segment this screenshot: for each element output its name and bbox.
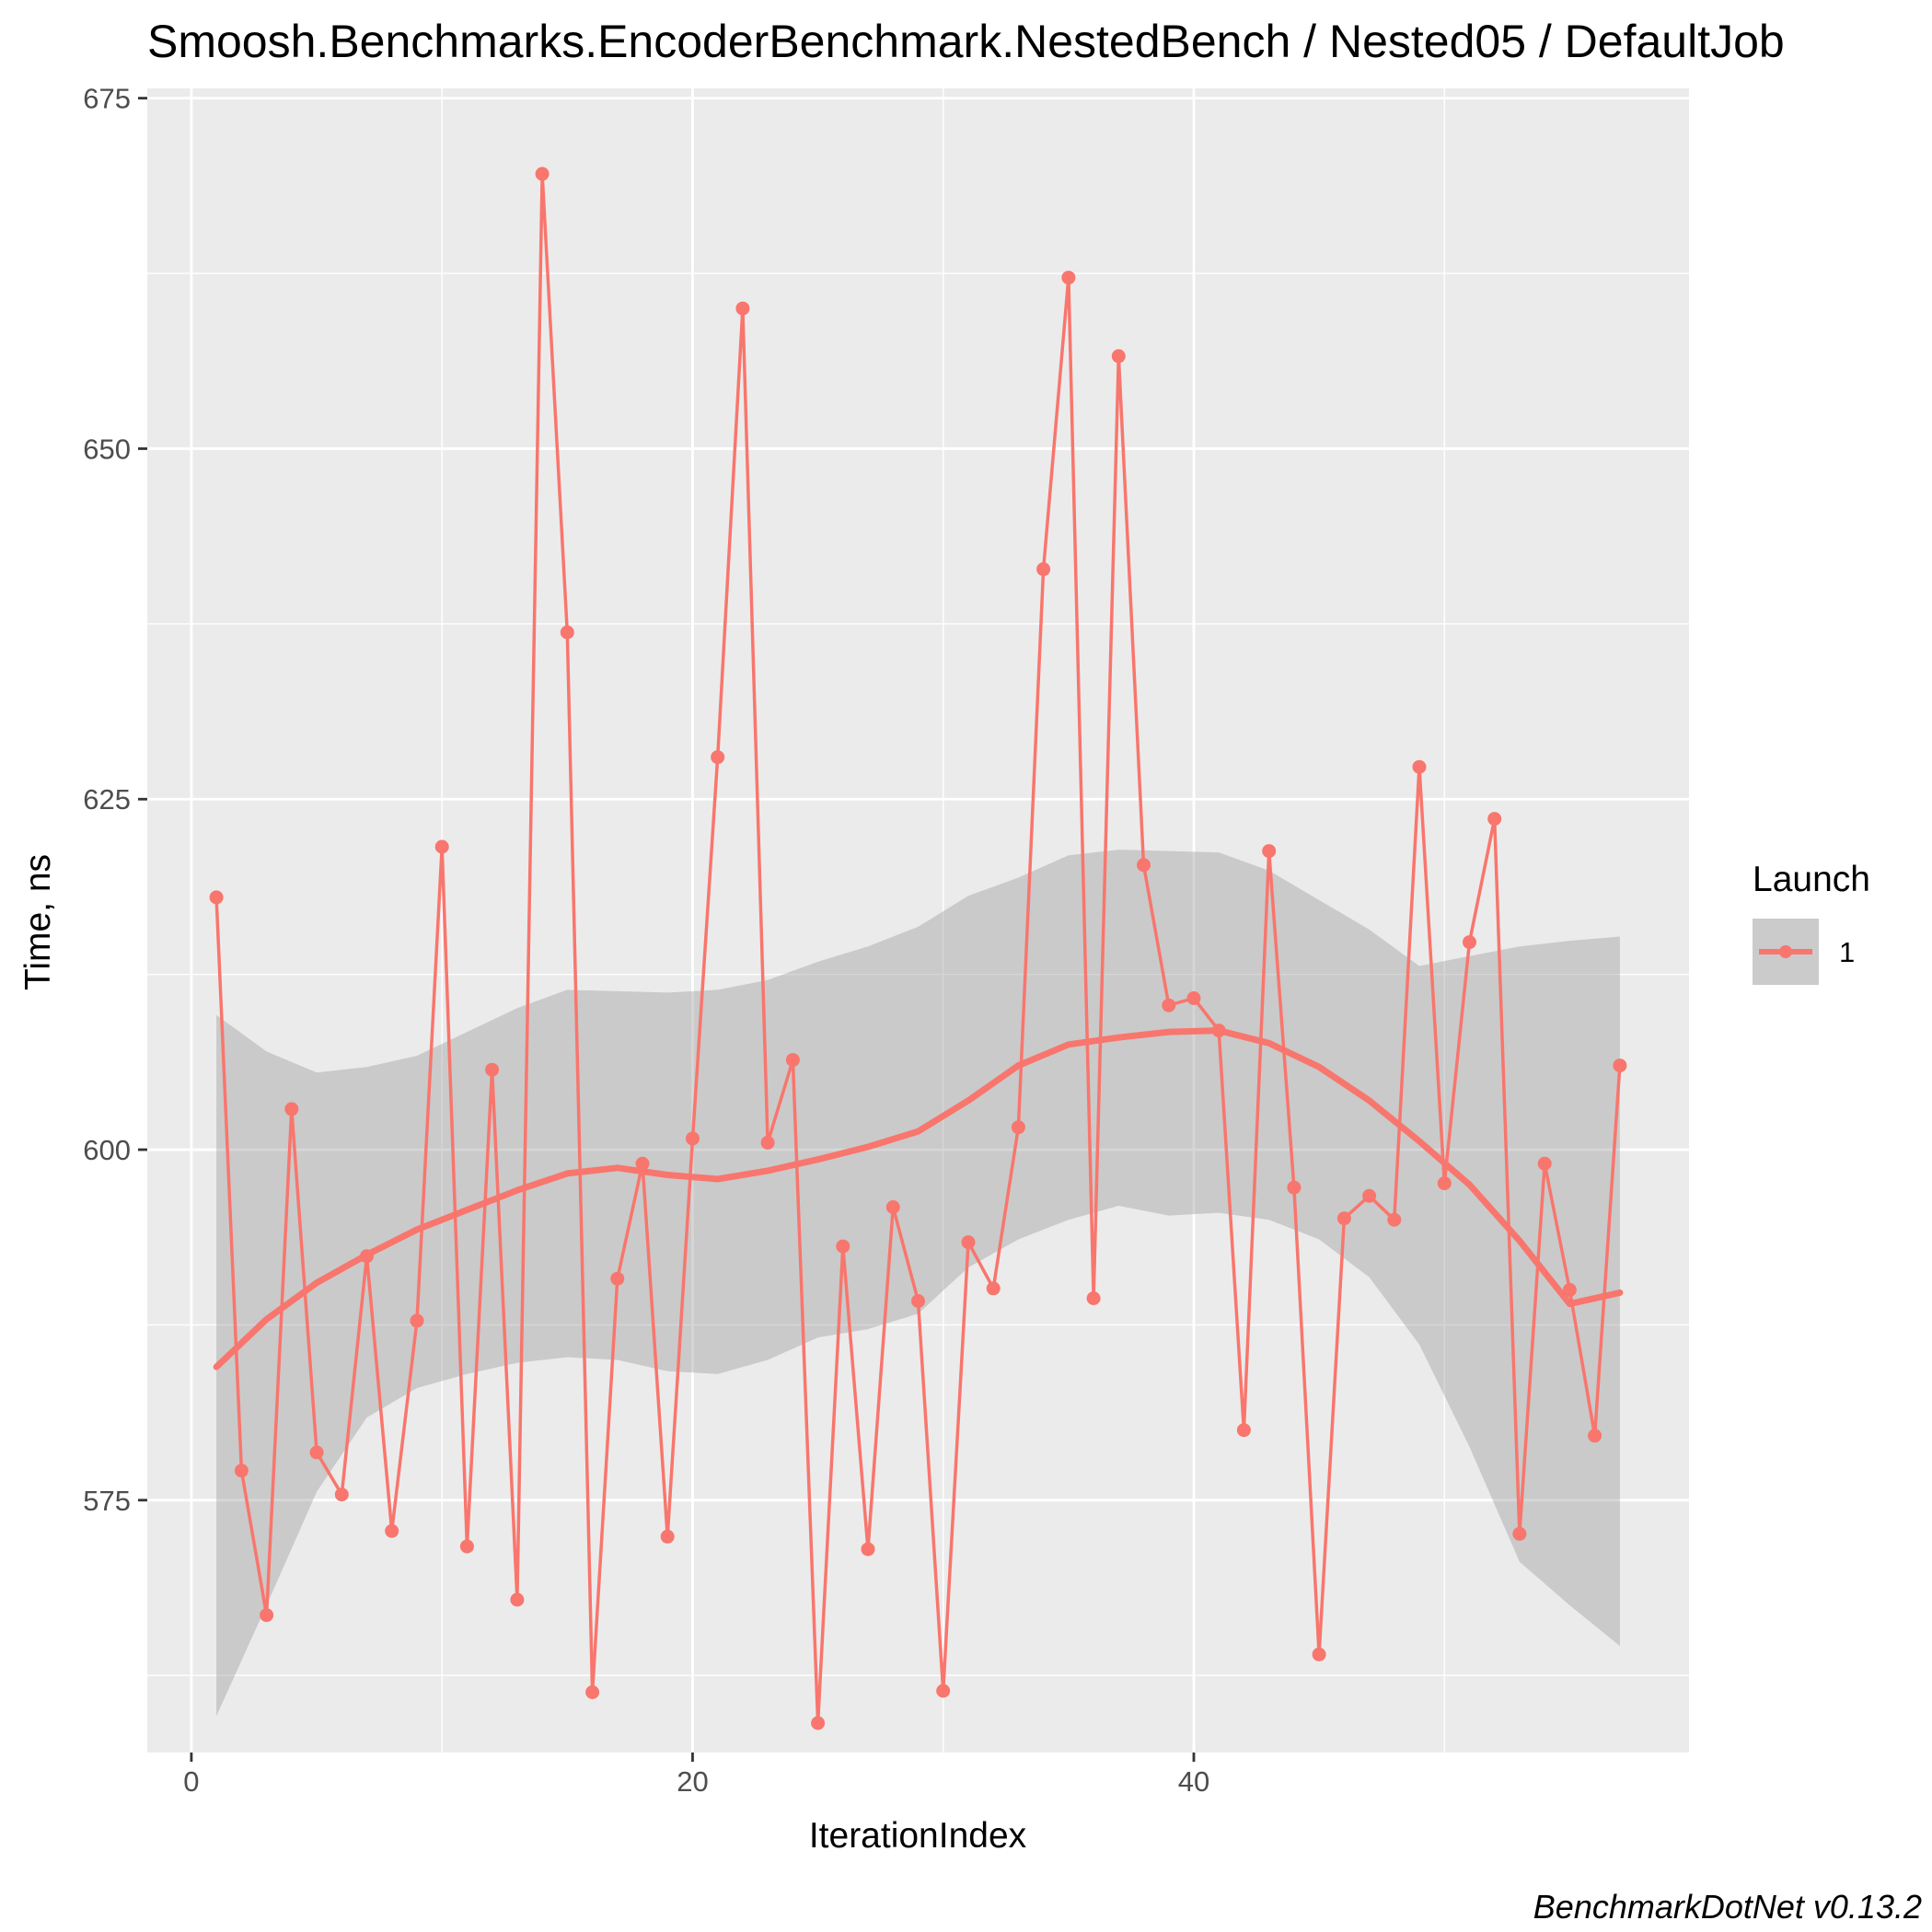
- data-point: [1387, 1212, 1402, 1227]
- data-point: [385, 1523, 399, 1538]
- data-point: [610, 1271, 625, 1286]
- legend-title: Launch: [1753, 860, 1870, 899]
- data-point: [585, 1685, 600, 1699]
- data-point: [209, 890, 224, 905]
- data-point: [234, 1463, 249, 1478]
- data-point: [735, 301, 750, 316]
- data-point: [1312, 1647, 1326, 1661]
- data-point: [1412, 759, 1427, 774]
- data-point: [686, 1131, 700, 1146]
- y-axis-title: Time, ns: [18, 854, 58, 990]
- data-point: [1537, 1156, 1552, 1171]
- data-point: [260, 1608, 274, 1623]
- data-point: [510, 1592, 525, 1607]
- data-point: [284, 1102, 299, 1116]
- data-point: [711, 750, 725, 765]
- data-point: [861, 1542, 875, 1556]
- data-point: [1236, 1423, 1251, 1438]
- data-point: [410, 1313, 424, 1328]
- plot-panel: [147, 88, 1689, 1753]
- data-point: [1562, 1282, 1577, 1297]
- data-point: [485, 1062, 500, 1077]
- x-tick-label: 20: [677, 1765, 708, 1798]
- data-point: [1162, 998, 1176, 1012]
- data-point: [1512, 1526, 1527, 1541]
- data-point: [1287, 1180, 1301, 1195]
- x-axis-title: IterationIndex: [809, 1816, 1027, 1856]
- data-point: [811, 1716, 826, 1730]
- y-tick-label: 625: [83, 783, 131, 816]
- y-tick-label: 650: [83, 433, 131, 465]
- data-point: [1186, 991, 1201, 1005]
- data-point: [1362, 1188, 1377, 1203]
- data-point: [660, 1529, 675, 1544]
- data-point: [1487, 812, 1502, 827]
- data-point: [760, 1135, 775, 1150]
- data-point: [1111, 349, 1126, 364]
- data-point: [885, 1200, 900, 1214]
- chart-title: Smoosh.Benchmarks.EncoderBenchmark.Neste…: [147, 16, 1785, 67]
- data-point: [1613, 1059, 1627, 1073]
- caption: BenchmarkDotNet v0.13.2: [1533, 1888, 1922, 1926]
- data-point: [1011, 1120, 1025, 1135]
- x-tick-label: 0: [183, 1765, 199, 1798]
- y-tick-label: 675: [83, 83, 131, 115]
- legend-label: 1: [1839, 936, 1855, 968]
- smooth-line: [213, 1027, 1624, 1371]
- data-point: [986, 1281, 1001, 1296]
- data-point: [459, 1539, 474, 1554]
- data-point: [434, 839, 449, 854]
- data-point: [785, 1053, 800, 1068]
- data-point: [1036, 561, 1051, 576]
- data-point: [1086, 1291, 1101, 1305]
- data-point: [1437, 1176, 1452, 1191]
- data-point: [936, 1683, 951, 1698]
- legend-key-point: [1779, 945, 1792, 958]
- data-point: [360, 1249, 374, 1264]
- data-points-layer: [209, 167, 1627, 1730]
- axes: 0 20 40 575 600 625 650 675: [83, 83, 1209, 1798]
- data-point: [836, 1239, 850, 1254]
- data-point: [535, 167, 550, 181]
- y-tick-label: 600: [83, 1134, 131, 1166]
- data-point: [309, 1445, 324, 1460]
- data-point: [1137, 858, 1151, 873]
- data-point: [1336, 1211, 1351, 1226]
- data-point: [635, 1156, 650, 1171]
- data-point: [1588, 1429, 1602, 1443]
- data-point: [1463, 935, 1476, 950]
- y-tick-label: 575: [83, 1485, 131, 1517]
- confidence-band-layer: [216, 850, 1620, 1717]
- legend: Launch 1: [1753, 860, 1870, 985]
- smooth-line-layer: [213, 1027, 1624, 1371]
- confidence-band: [216, 850, 1620, 1717]
- data-point: [560, 625, 574, 640]
- data-point: [961, 1235, 976, 1250]
- x-tick-label: 40: [1178, 1765, 1209, 1798]
- data-point: [1061, 271, 1076, 285]
- data-point: [1211, 1024, 1226, 1038]
- data-point: [334, 1487, 349, 1502]
- data-point: [1262, 844, 1277, 859]
- data-point: [911, 1294, 925, 1308]
